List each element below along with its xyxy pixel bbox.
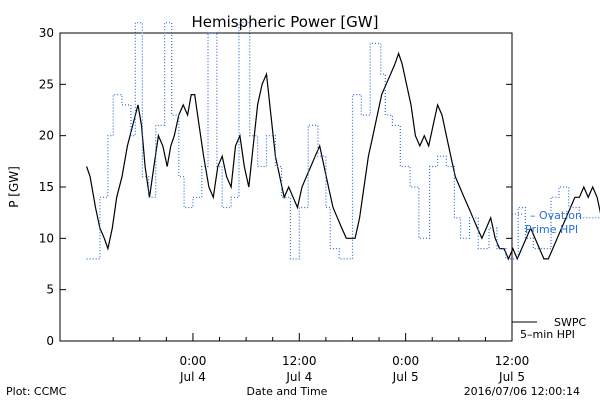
chart-title: Hemispheric Power [GW] [192, 13, 379, 31]
plot-timestamp: 2016/07/06 12:00:14 [464, 385, 580, 398]
y-tick-label: 20 [39, 129, 54, 143]
y-tick-label: 15 [39, 180, 54, 194]
legend-swpc-line1: SWPC [554, 316, 586, 329]
x-tick-date-label: Jul 4 [179, 370, 206, 384]
x-tick-time-label: 0:00 [179, 354, 206, 368]
y-tick-label: 30 [39, 26, 54, 40]
x-axis-label: Date and Time [247, 385, 328, 398]
y-tick-label: 10 [39, 231, 54, 245]
x-tick-date-label: Jul 4 [285, 370, 312, 384]
x-tick-time-label: 12:00 [282, 354, 317, 368]
swpc-series-line [86, 51, 600, 261]
x-tick-time-label: 12:00 [495, 354, 530, 368]
y-axis-label: P [GW] [7, 166, 21, 208]
legend-swpc-line2: 5–min HPI [520, 328, 575, 341]
y-axis: 0 5 10 15 20 25 30 [39, 26, 512, 348]
legend-ovation-line1: – Ovation [530, 209, 582, 222]
x-tick-date-label: Jul 5 [392, 370, 419, 384]
x-tick-time-label: 0:00 [392, 354, 419, 368]
ovation-series-line [86, 22, 600, 260]
plot-frame [59, 32, 513, 342]
y-tick-label: 0 [46, 334, 54, 348]
y-tick-label: 25 [39, 77, 54, 91]
legend-ovation-line2: Prime HPI [525, 223, 578, 236]
y-tick-label: 5 [46, 283, 54, 297]
x-tick-date-label: Jul 5 [498, 370, 525, 384]
footer-credit: Plot: CCMC [6, 385, 67, 398]
series-group [86, 22, 600, 261]
